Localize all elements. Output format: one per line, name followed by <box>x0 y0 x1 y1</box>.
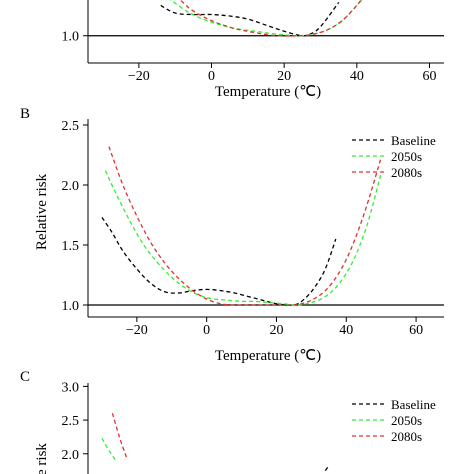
panel-b-xlabel: Temperature (℃) <box>215 348 321 364</box>
legend-b-2080s: 2080s <box>391 165 422 180</box>
y-tick-label: 2.0 <box>62 448 80 463</box>
x-tick-label: −20 <box>126 323 148 338</box>
x-tick-label: 0 <box>203 323 210 338</box>
legend-c-2050s: 2050s <box>391 413 422 428</box>
x-tick-label: 40 <box>350 69 364 84</box>
x-tick-label: 60 <box>409 323 423 338</box>
x-tick-label: 60 <box>422 69 436 84</box>
x-tick-label: 20 <box>269 323 283 338</box>
series-2050s-line <box>169 0 363 37</box>
y-tick-label: 1.5 <box>62 239 80 254</box>
y-tick-label: 1.0 <box>62 30 80 45</box>
x-tick-label: 40 <box>339 323 353 338</box>
series-2080s-line <box>111 413 128 458</box>
series-baseline-line <box>324 465 330 471</box>
panel-c-legend: Baseline 2050s 2080s <box>352 397 436 444</box>
panel-a-plot-area: −20 0 20 40 60 1.0 <box>62 0 444 84</box>
y-tick-label: 2.0 <box>62 179 80 194</box>
legend-b-2050s: 2050s <box>391 149 422 164</box>
legend-c-2080s: 2080s <box>391 429 422 444</box>
y-tick-label: 2.5 <box>62 119 80 134</box>
series-2080s-line <box>179 0 362 37</box>
panel-c-plot-area: 2.0 2.5 3.0 <box>62 380 330 474</box>
panel-c: C 2.0 2.5 3.0 e risk Baseline 2050s 2080s <box>20 369 436 474</box>
legend-c-baseline: Baseline <box>391 397 436 412</box>
y-tick-label: 1.0 <box>62 299 80 314</box>
panel-b-plot-area: −20 0 20 40 60 1.0 1.5 2.0 2.5 <box>62 119 444 338</box>
x-tick-label: 20 <box>277 69 291 84</box>
panel-c-ylabel: e risk <box>34 443 50 474</box>
panel-b-label: B <box>20 106 30 122</box>
legend-b-baseline: Baseline <box>391 133 436 148</box>
panel-b: B −20 0 20 40 60 1.0 1.5 2.0 2.5 Relative risk T… <box>20 106 444 364</box>
y-tick-label: 2.5 <box>62 414 80 429</box>
panel-c-label: C <box>20 369 30 385</box>
series-2050s-line <box>104 170 382 306</box>
x-tick-label: 0 <box>208 69 215 84</box>
series-baseline-line <box>101 217 337 306</box>
panel-a-xlabel: Temperature (℃) <box>215 84 321 100</box>
series-2050s-line <box>101 437 117 461</box>
series-baseline-line <box>160 2 340 37</box>
panel-b-ylabel: Relative risk <box>34 173 50 250</box>
panel-a: −20 0 20 40 60 1.0 Temperature (℃) <box>62 0 444 100</box>
x-tick-label: −20 <box>128 69 150 84</box>
panel-b-legend: Baseline 2050s 2080s <box>352 133 436 180</box>
y-tick-label: 3.0 <box>62 380 80 395</box>
